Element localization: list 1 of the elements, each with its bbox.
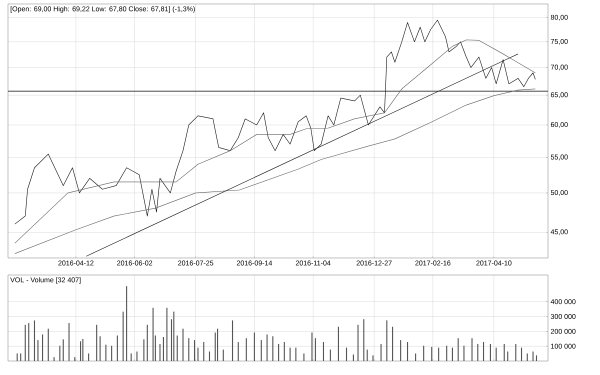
line-series: [14, 88, 536, 254]
